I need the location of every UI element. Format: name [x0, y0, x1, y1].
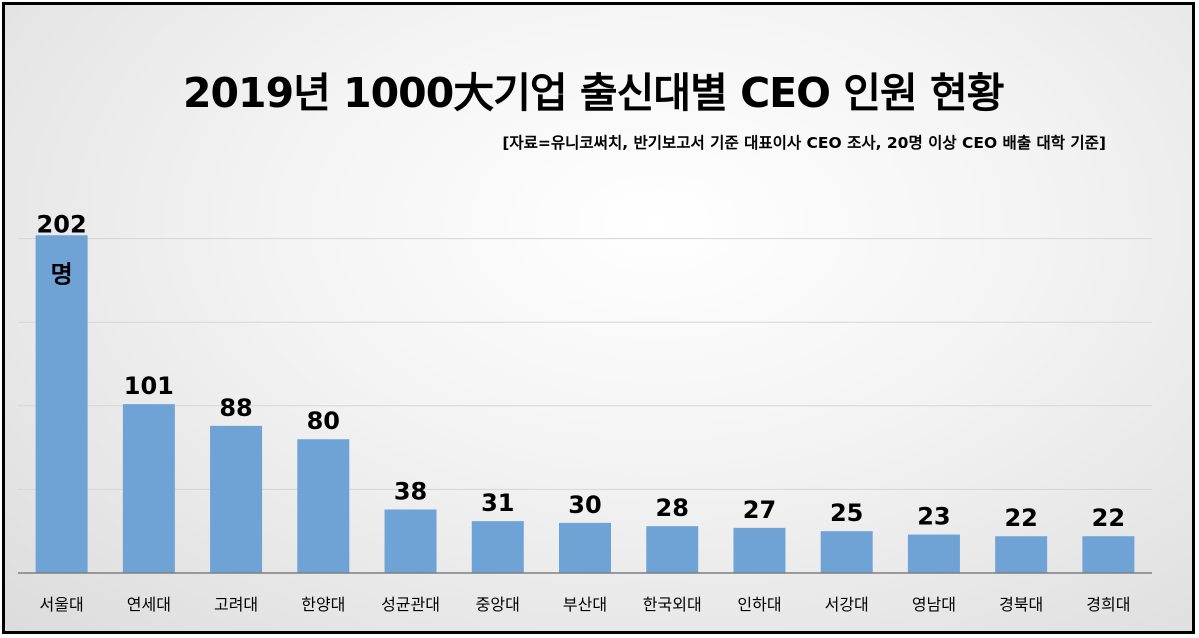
- category-label: 고려대: [214, 595, 258, 614]
- category-label: 한국외대: [643, 595, 702, 614]
- category-label: 연세대: [127, 595, 171, 614]
- category-label: 서강대: [825, 595, 869, 614]
- bar: [471, 521, 524, 573]
- bar: [122, 404, 175, 573]
- value-label: 31: [481, 489, 514, 517]
- category-label: 경북대: [999, 595, 1043, 614]
- category-label: 경희대: [1086, 595, 1130, 614]
- value-label: 38: [394, 477, 427, 505]
- gridlines: [18, 238, 1152, 490]
- value-label: 23: [917, 503, 950, 531]
- bar: [907, 534, 960, 573]
- value-label: 101: [124, 372, 174, 400]
- chart-subtitle: [자료=유니코써치, 반기보고서 기준 대표이사 CEO 조사, 20명 이상 …: [502, 134, 1106, 152]
- category-label: 영남대: [912, 595, 956, 614]
- value-label: 28: [656, 494, 689, 522]
- category-label: 한양대: [301, 595, 345, 614]
- category-label: 부산대: [563, 595, 607, 614]
- category-label: 인하대: [737, 595, 781, 614]
- value-label: 30: [568, 491, 601, 519]
- category-label: 중앙대: [476, 595, 520, 614]
- bar: [995, 536, 1048, 573]
- value-labels: 202 명 101 88 80 38 31 30 28 27 25 23 22 22: [37, 210, 1126, 532]
- bar: [297, 439, 350, 573]
- bar: [384, 509, 437, 573]
- value-label: 80: [307, 407, 340, 435]
- category-label: 성균관대: [381, 595, 440, 614]
- value-label: 27: [743, 496, 776, 524]
- value-label: 22: [1092, 504, 1125, 532]
- value-label: 202: [37, 210, 87, 238]
- bar: [35, 235, 88, 574]
- category-labels: 서울대 연세대 고려대 한양대 성균관대 중앙대 부산대 한국외대 인하대 서강대 영남대 경북대 경희…: [40, 595, 1131, 614]
- category-label: 서울대: [40, 595, 84, 614]
- bars: [35, 235, 1135, 574]
- bar: [733, 527, 786, 573]
- value-label: 22: [1004, 504, 1037, 532]
- unit-label: 명: [51, 260, 73, 288]
- bar: [646, 526, 699, 573]
- value-label: 25: [830, 499, 863, 527]
- value-label: 88: [219, 394, 252, 422]
- bar: [1082, 536, 1135, 573]
- bar: [559, 522, 611, 573]
- bar: [820, 531, 873, 573]
- chart-title: 2019년 1000大기업 출신대별 CEO 인원 현황: [183, 69, 1004, 117]
- bar: [210, 425, 263, 573]
